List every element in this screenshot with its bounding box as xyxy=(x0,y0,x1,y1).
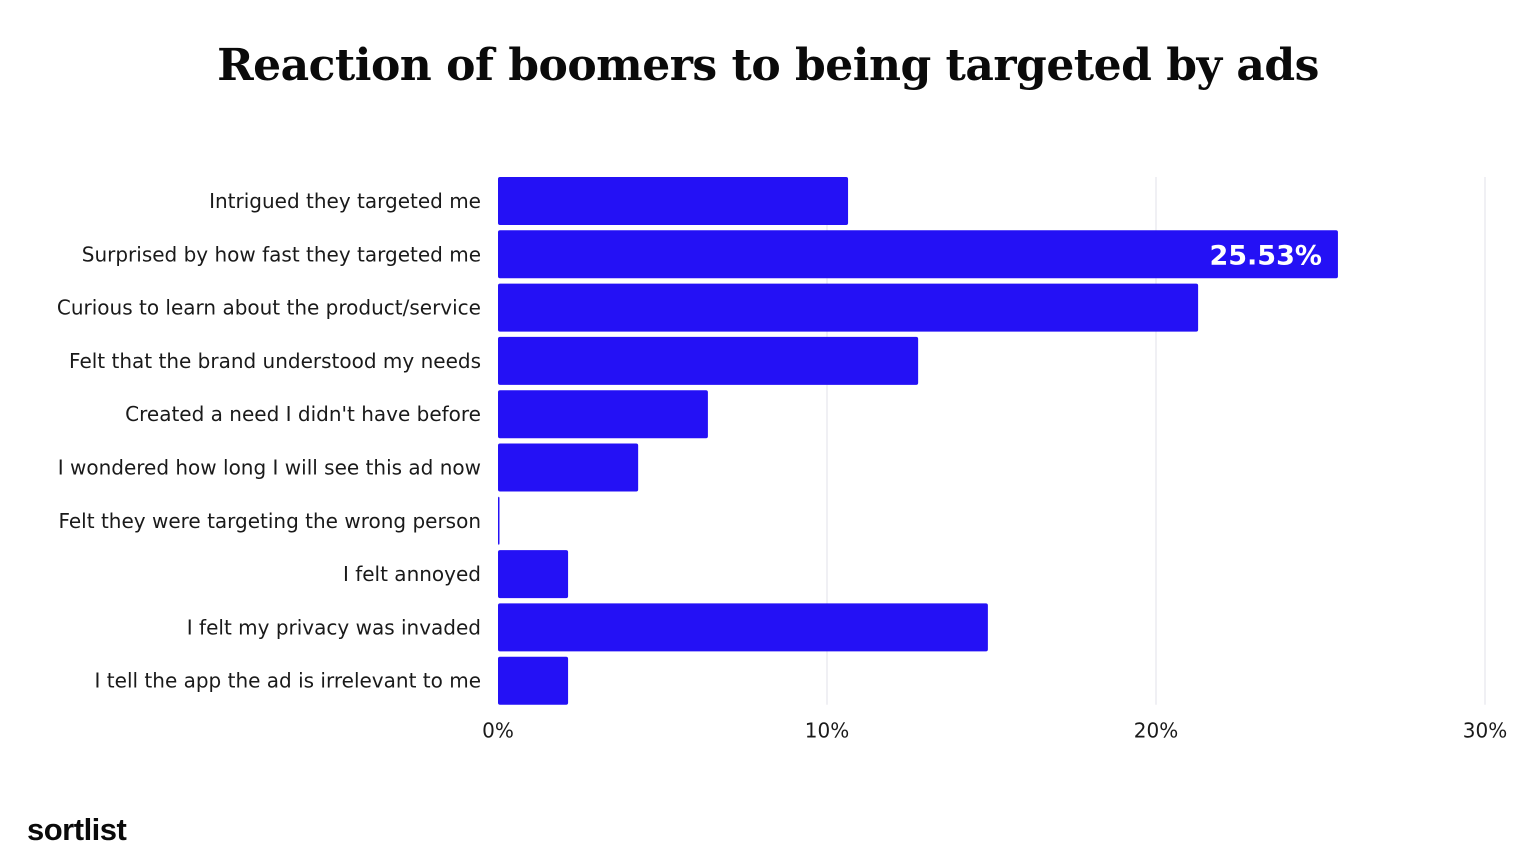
x-tick-label: 30% xyxy=(1463,719,1507,743)
category-label: I felt my privacy was invaded xyxy=(187,615,481,639)
category-label: Intrigued they targeted me xyxy=(209,189,481,213)
bar xyxy=(498,603,988,652)
x-tick-label: 0% xyxy=(482,719,514,743)
category-labels: Intrigued they targeted me Surprised by h… xyxy=(57,189,481,693)
bar xyxy=(498,283,1199,332)
bars xyxy=(498,177,1338,705)
category-label: Surprised by how fast they targeted me xyxy=(82,242,481,266)
bar xyxy=(498,177,849,225)
bar xyxy=(498,550,569,599)
bar xyxy=(498,443,639,492)
category-label: I wondered how long I will see this ad n… xyxy=(58,456,481,480)
bar xyxy=(498,390,708,439)
category-label: Felt that the brand understood my needs xyxy=(69,349,481,373)
x-tick-label: 10% xyxy=(805,719,849,743)
x-tick-label: 20% xyxy=(1134,719,1178,743)
data-labels: 25.53% xyxy=(1209,240,1321,271)
category-label: Curious to learn about the product/servi… xyxy=(57,296,481,320)
sortlist-logo: sortlist xyxy=(27,812,127,847)
chart-title: Reaction of boomers to being targeted by… xyxy=(217,40,1319,91)
x-axis-ticks: 0% 10% 20% 30% xyxy=(482,719,1507,743)
bar xyxy=(498,496,500,545)
bar xyxy=(498,230,1338,279)
category-label: Felt they were targeting the wrong perso… xyxy=(58,509,481,533)
category-label: I felt annoyed xyxy=(343,562,481,586)
bar xyxy=(498,336,919,385)
category-label: I tell the app the ad is irrelevant to m… xyxy=(95,669,481,693)
category-label: Created a need I didn't have before xyxy=(125,402,481,426)
bar xyxy=(498,656,569,705)
data-label: 25.53% xyxy=(1209,240,1321,271)
